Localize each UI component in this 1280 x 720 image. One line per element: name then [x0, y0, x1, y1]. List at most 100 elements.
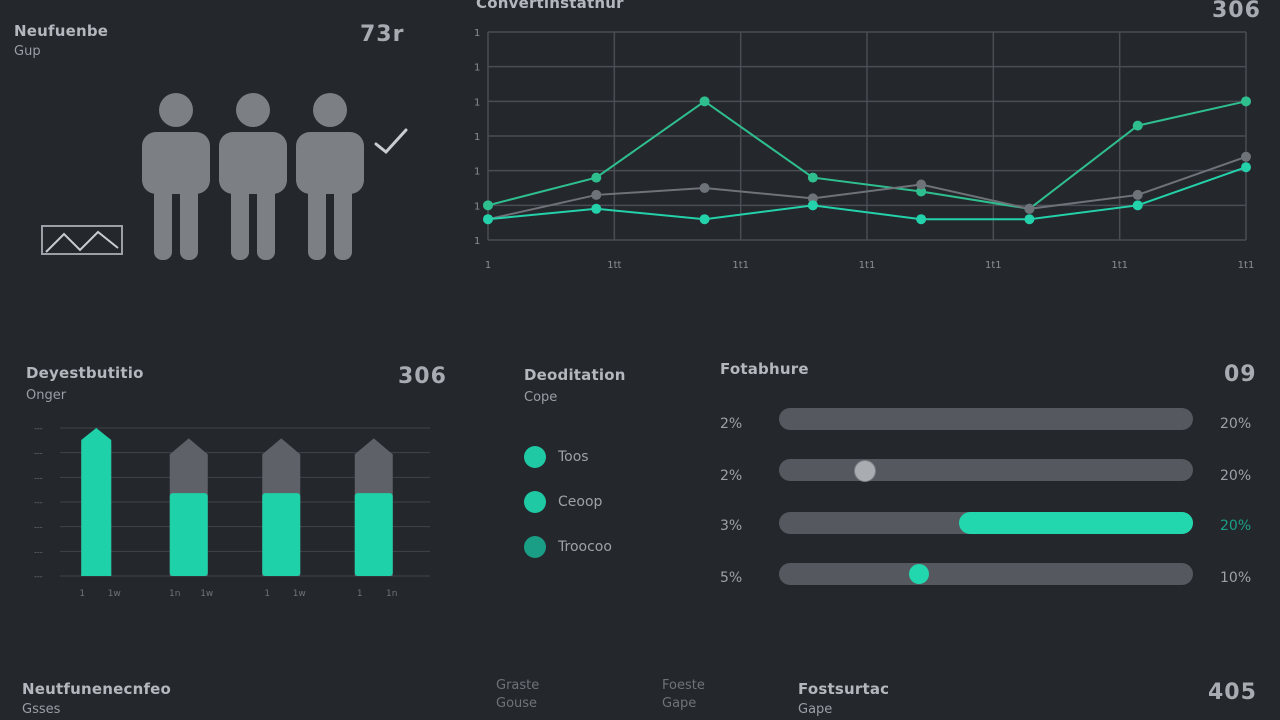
y-tick-label: --- — [34, 424, 43, 433]
line-chart: 1 1 1 1 1 1 1 1 1tt 1t1 1t1 1t1 1t1 1t1 — [474, 28, 1255, 271]
progress-knob[interactable] — [854, 460, 876, 482]
data-point[interactable] — [1024, 203, 1035, 214]
legend-item-label: Troocoo — [558, 539, 612, 555]
x-tick-label: 1w — [200, 589, 213, 599]
legend-panel-title: Deoditation — [524, 366, 626, 384]
footer-left-subtitle: Gsses — [22, 702, 61, 717]
data-point[interactable] — [483, 200, 493, 211]
progress-left-label: 2% — [720, 468, 743, 484]
bar-value[interactable] — [354, 493, 393, 576]
progress-left-label: 5% — [720, 570, 743, 586]
x-tick-label: 1n — [386, 589, 397, 599]
data-point[interactable] — [1241, 96, 1251, 107]
y-tick-label: 1 — [474, 167, 480, 178]
data-point[interactable] — [1241, 151, 1251, 162]
data-point[interactable] — [591, 203, 602, 214]
y-tick-label: --- — [34, 449, 43, 458]
legend-item-label: Toos — [558, 449, 589, 465]
data-point[interactable] — [1132, 200, 1143, 211]
data-point[interactable] — [807, 172, 818, 183]
footer-right-subtitle: Gape — [798, 702, 833, 717]
x-tick-label: 1t1 — [1238, 260, 1255, 271]
check-icon — [374, 128, 408, 155]
bar-value[interactable] — [81, 428, 112, 576]
y-tick-label: --- — [34, 547, 43, 556]
x-tick-label: 1t1 — [732, 260, 749, 271]
footer-mid1-subtitle: Gouse — [496, 696, 538, 711]
people-value: 73r — [360, 22, 405, 47]
x-tick-label: 1t1 — [1111, 260, 1128, 271]
data-point[interactable] — [699, 214, 710, 225]
data-point[interactable] — [591, 189, 602, 200]
progress-right-label: 10% — [1220, 570, 1252, 586]
progress-right-label: 20% — [1220, 416, 1252, 432]
legend-dot-icon — [524, 536, 546, 558]
data-point[interactable] — [1024, 214, 1035, 225]
footer-left-title: Neutfunenecnfeo — [22, 680, 172, 698]
data-point[interactable] — [591, 172, 602, 183]
y-tick-label: --- — [34, 473, 43, 482]
trend-icon — [41, 225, 123, 255]
y-tick-label: --- — [34, 572, 43, 581]
bar-panel-value: 306 — [398, 364, 447, 389]
legend-item-label: Ceoop — [558, 494, 603, 510]
footer-right-title: Fostsurtac — [798, 680, 890, 698]
x-tick-label: 1w — [293, 589, 306, 599]
series-line — [487, 166, 1247, 221]
bar-chart: --- --- --- --- --- --- --- 1 1w 1n 1w 1 1w 1 1n — [34, 424, 430, 599]
data-point[interactable] — [699, 96, 710, 107]
data-point[interactable] — [807, 193, 818, 204]
y-tick-label: 1 — [474, 28, 480, 39]
legend-dot-icon — [524, 446, 546, 468]
person-icon — [219, 93, 287, 260]
legend-item[interactable]: Ceoop — [524, 491, 602, 513]
progress-track[interactable] — [779, 512, 1193, 534]
line-chart-title: Convertinstatnur — [476, 0, 624, 12]
bar-value[interactable] — [169, 493, 208, 576]
x-tick-label: 1t1 — [859, 260, 876, 271]
y-tick-label: 1 — [474, 236, 480, 247]
y-tick-label: --- — [34, 498, 43, 507]
data-point[interactable] — [916, 186, 927, 197]
progress-left-label: 3% — [720, 518, 743, 534]
data-point[interactable] — [1132, 189, 1143, 200]
people-subtitle: Gup — [14, 44, 41, 59]
footer-mid1-title: Graste — [496, 678, 540, 693]
legend-item[interactable]: Troocoo — [524, 536, 612, 558]
data-point[interactable] — [916, 214, 927, 225]
x-tick-label: 1 — [485, 260, 491, 271]
data-point[interactable] — [1132, 120, 1143, 131]
x-tick-label: 1t1 — [985, 260, 1002, 271]
progress-panel-title: Fotabhure — [720, 360, 809, 378]
data-point[interactable] — [916, 179, 927, 190]
bar-panel-subtitle: Onger — [26, 388, 67, 403]
x-tick-label: 1 — [79, 589, 85, 599]
legend-item[interactable]: Toos — [524, 446, 589, 468]
progress-panel-value: 09 — [1224, 362, 1257, 387]
person-icon — [142, 93, 210, 260]
series-line — [487, 100, 1247, 210]
legend-panel-subtitle: Cope — [524, 390, 558, 405]
bar-value[interactable] — [262, 493, 301, 576]
progress-track[interactable] — [779, 408, 1193, 430]
progress-knob[interactable] — [909, 564, 929, 584]
person-icon — [296, 93, 364, 260]
x-tick-label: 1tt — [607, 260, 621, 271]
legend-dot-icon — [524, 491, 546, 513]
bar-panel-title: Deyestbutitio — [26, 364, 144, 382]
progress-left-label: 2% — [720, 416, 743, 432]
footer-mid2-title: Foeste — [662, 678, 705, 693]
data-point[interactable] — [483, 214, 493, 225]
people-title: Neufuenbe — [14, 22, 109, 40]
data-point[interactable] — [807, 200, 818, 211]
data-point[interactable] — [1241, 162, 1251, 173]
progress-fill — [959, 512, 1193, 534]
data-point[interactable] — [699, 183, 710, 193]
people-icon-group — [142, 93, 364, 260]
y-tick-label: --- — [34, 523, 43, 532]
x-tick-label: 1w — [108, 589, 121, 599]
progress-track[interactable] — [779, 563, 1193, 585]
footer-right-value: 405 — [1208, 680, 1257, 705]
progress-track[interactable] — [779, 459, 1193, 482]
